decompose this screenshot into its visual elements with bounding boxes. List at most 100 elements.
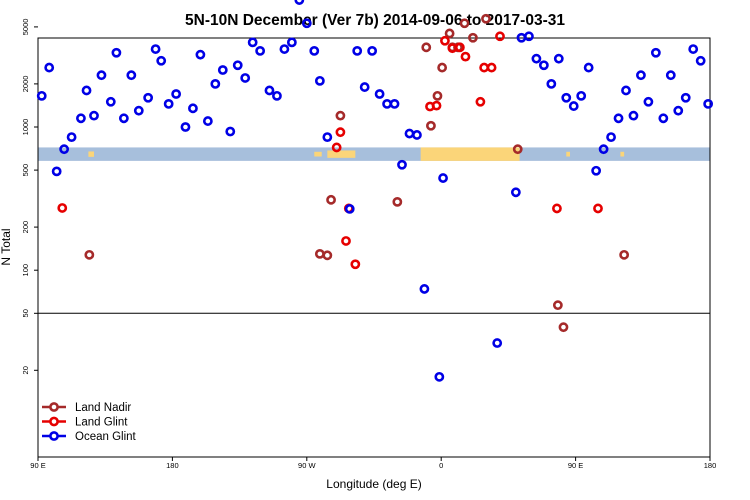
data-point [591,165,602,176]
data-point [352,45,363,56]
data-point [598,144,609,155]
legend-marker [49,416,59,427]
data-point [367,45,378,56]
data-point [195,49,206,60]
data-point [272,90,282,101]
data-point [583,62,594,73]
data-point [440,35,450,46]
data-point [217,65,228,75]
data-point [232,60,243,71]
legend-marker [49,431,59,441]
x-axis-label: Longitude (deg E) [326,477,421,491]
data-point [150,44,161,54]
data-point [495,31,505,42]
data-point [382,98,392,109]
data-point [531,53,542,64]
data-point [643,96,654,107]
data-point [553,53,564,64]
data-point [240,73,251,83]
data-point [703,98,714,109]
data-point [350,259,361,270]
map-land-patch [88,151,94,157]
data-point [658,113,669,124]
data-point [486,62,497,73]
data-point [621,85,631,96]
map-ocean-band [38,147,710,161]
data-point [665,70,676,81]
data-point [374,89,385,99]
data-point [36,90,47,101]
data-point [419,284,430,294]
map-land-patch [420,147,520,161]
data-point [561,92,572,103]
y-tick-label: 50 [21,309,30,317]
data-point [301,18,312,29]
y-axis: 205010020050010002000500010000 [21,19,38,374]
data-point [460,51,471,62]
data-point [512,144,523,155]
data-point [76,113,86,124]
data-point [454,42,465,53]
data-point [552,203,562,214]
data-point [44,62,55,73]
data-point [431,100,442,111]
data-point [314,75,325,86]
y-axis-label: N Total [0,228,13,265]
data-point [322,132,333,143]
legend: Land Nadir Land Glint Ocean Glint [42,402,137,443]
data-point [468,32,478,43]
data-point [397,159,407,170]
x-tick-label: 90 E [568,461,583,470]
data-point [359,82,370,92]
data-point [404,128,415,139]
data-point [335,110,346,121]
data-point [444,28,455,39]
data-point [225,126,236,137]
data-point [475,96,486,107]
data-point [188,103,198,114]
data-point [202,116,213,126]
data-point [636,70,646,81]
x-tick-label: 90 E [30,461,45,470]
data-point [524,31,534,42]
data-point [434,371,445,382]
legend-label: Ocean Glint [75,431,137,443]
data-point [479,62,490,73]
data-point [673,105,684,116]
map-land-patch [327,150,356,158]
data-point [143,92,154,103]
x-axis: 90 E 180 90 W 0 90 E 180 [30,457,716,470]
data-points [36,0,714,382]
data-point [66,132,77,143]
data-point [96,70,107,81]
data-point [619,249,630,260]
data-point [180,122,191,132]
data-point [447,43,458,54]
data-point [576,90,587,101]
data-point [247,37,258,48]
data-point [628,110,639,121]
data-point [432,90,443,101]
map-strip [38,147,710,161]
data-point [650,47,661,58]
data-point [546,78,557,89]
data-point [335,127,346,138]
y-tick-label: 2000 [21,76,30,93]
data-point [680,92,691,103]
data-point [118,113,129,124]
data-point [606,132,616,143]
data-point [163,98,174,109]
data-point [286,37,297,48]
data-point [326,194,336,205]
legend-marker [49,402,59,412]
data-point [111,47,122,58]
data-point [558,322,569,333]
map-land-patch [620,151,625,157]
x-tick-label: 180 [166,461,179,470]
data-point [133,105,144,116]
data-point [389,98,400,109]
data-point [344,203,355,214]
x-tick-label: 180 [704,461,717,470]
x-tick-label: 90 W [298,461,316,470]
data-point [89,110,99,121]
